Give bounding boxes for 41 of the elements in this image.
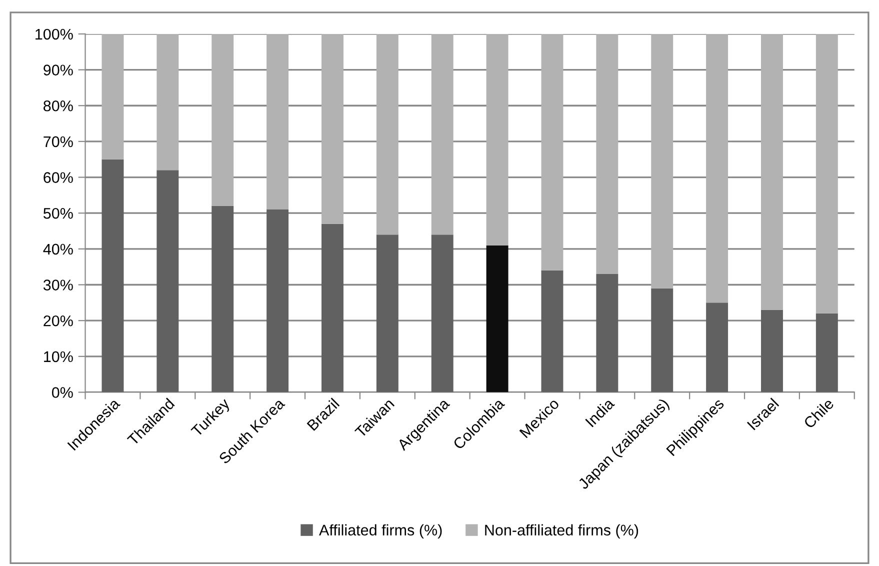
y-tick-label: 30% — [43, 280, 73, 290]
bar — [321, 224, 344, 392]
bar — [156, 34, 179, 170]
legend-label: Affiliated firms (%) — [319, 524, 442, 539]
bar — [212, 206, 234, 392]
bar — [376, 234, 398, 392]
bar — [266, 210, 289, 392]
bar — [760, 310, 783, 392]
bar — [816, 34, 838, 314]
legend-label: Non-affiliated firms (%) — [485, 524, 638, 539]
bar — [816, 313, 838, 392]
bar — [706, 34, 728, 303]
bar — [376, 34, 398, 235]
bar — [706, 302, 728, 392]
bar — [431, 234, 454, 392]
y-tick-label: 70% — [44, 136, 73, 148]
y-tick-label: 0% — [52, 387, 73, 398]
bar — [321, 34, 344, 224]
y-tick-label: 100% — [36, 28, 73, 40]
y-tick-label: 20% — [44, 315, 73, 326]
bar — [651, 34, 674, 288]
bar — [541, 34, 564, 270]
bar — [760, 34, 783, 310]
y-tick-label: 10% — [44, 351, 73, 362]
bar — [486, 245, 508, 392]
y-tick-label: 80% — [44, 100, 73, 112]
bar — [102, 159, 124, 392]
bar — [486, 34, 508, 246]
bar — [156, 170, 179, 392]
y-tick-label: 90% — [44, 64, 73, 76]
y-tick-label: 60% — [44, 172, 73, 183]
bar — [266, 34, 289, 210]
y-tick-label: 40% — [43, 244, 73, 255]
bar — [651, 288, 674, 392]
bar — [102, 34, 124, 160]
y-tick-label: 50% — [43, 208, 73, 219]
bar — [596, 274, 618, 392]
bar — [541, 270, 564, 392]
bar — [596, 34, 618, 274]
bar — [212, 34, 234, 206]
bar — [431, 34, 454, 235]
